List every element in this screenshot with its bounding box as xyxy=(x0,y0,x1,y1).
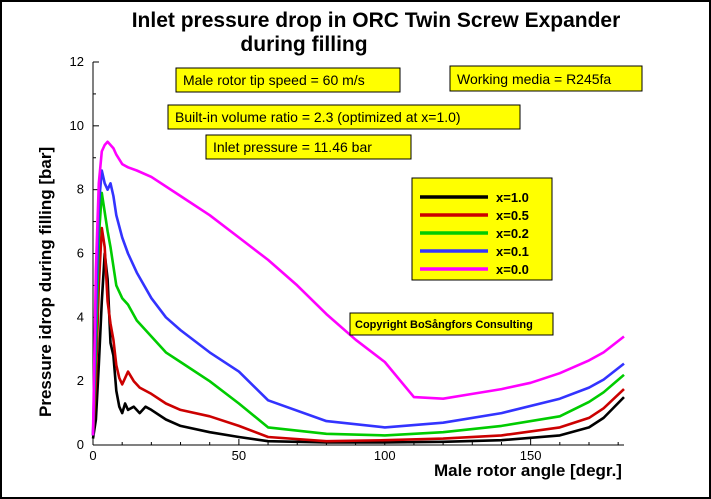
y-tick-label: 10 xyxy=(70,118,84,133)
x-tick-label: 0 xyxy=(89,448,96,463)
x-axis-label: Male rotor angle [degr.] xyxy=(434,461,622,480)
volume-ratio-box xyxy=(167,104,521,130)
legend-label: x=0.5 xyxy=(496,208,529,223)
inlet-pressure-box xyxy=(205,134,412,160)
series-line-x-0-0 xyxy=(91,140,625,436)
tip-speed-text: Male rotor tip speed = 60 m/s xyxy=(183,72,365,88)
chart-title-line2: during filling xyxy=(240,33,367,56)
series-line-x-0-2 xyxy=(91,191,625,437)
y-axis-label: Pressure idrop during filling [bar] xyxy=(36,147,55,417)
media-text: Working media = R245fa xyxy=(457,71,611,87)
series-line-x-0-1 xyxy=(91,169,625,436)
x-ticks: 0 50 100 150 xyxy=(89,439,619,463)
series-line-x-0-5 xyxy=(91,226,625,443)
legend-label: x=1.0 xyxy=(496,190,529,205)
series-line-x-1-0 xyxy=(91,252,625,444)
y-tick-label: 12 xyxy=(70,54,84,69)
legend-label: x=0.2 xyxy=(496,226,529,241)
series-group xyxy=(91,140,625,444)
inlet-pressure-text: Inlet pressure = 11.46 bar xyxy=(213,139,372,155)
x-tick-label: 150 xyxy=(520,448,542,463)
chart-title-line1: Inlet pressure drop in ORC Twin Screw Ex… xyxy=(132,9,621,32)
volume-ratio-text: Built-in volume ratio = 2.3 (optimized a… xyxy=(175,109,461,125)
legend-label: x=0.0 xyxy=(496,262,529,277)
copyright-box xyxy=(349,312,554,336)
copyright-text: Copyright BoSångfors Consulting xyxy=(355,319,533,331)
x-tick-label: 50 xyxy=(232,448,246,463)
x-tick-label: 100 xyxy=(374,448,396,463)
legend-label: x=0.1 xyxy=(496,244,529,259)
legend: x=1.0 x=0.5 x=0.2 x=0.1 x=0.0 xyxy=(420,190,529,277)
y-tick-label: 2 xyxy=(77,373,84,388)
y-tick-label: 6 xyxy=(77,246,84,261)
legend-box xyxy=(411,177,553,281)
y-tick-label: 8 xyxy=(77,182,84,197)
media-box xyxy=(449,65,643,92)
y-tick-label: 4 xyxy=(77,309,84,324)
tip-speed-box xyxy=(175,67,401,93)
y-tick-label: 0 xyxy=(77,437,84,452)
